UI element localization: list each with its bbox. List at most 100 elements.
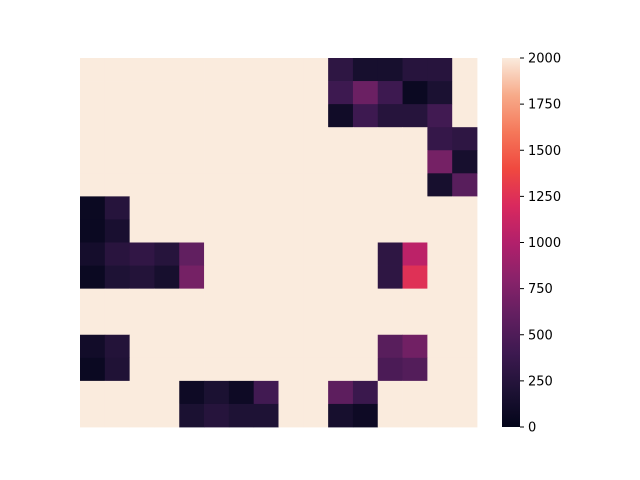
heatmap-cell <box>253 150 279 174</box>
heatmap-cell <box>104 334 131 359</box>
heatmap-cell <box>129 380 155 405</box>
heatmap-cell <box>253 288 279 313</box>
heatmap-cell <box>278 288 304 313</box>
heatmap-cell <box>427 81 453 105</box>
heatmap-cell <box>427 242 453 266</box>
heatmap-cell <box>104 196 131 220</box>
heatmap-cell <box>129 150 155 174</box>
heatmap-cell <box>328 265 354 290</box>
heatmap-cell <box>352 311 379 336</box>
heatmap-cell <box>352 219 379 243</box>
heatmap-cell <box>80 58 106 82</box>
colorbar-tick-label: 1000 <box>528 236 561 251</box>
heatmap-cell <box>303 403 329 428</box>
heatmap-cell <box>303 150 329 174</box>
heatmap-cell <box>228 357 255 382</box>
heatmap-cell <box>154 81 180 105</box>
heatmap-cell <box>377 219 403 243</box>
colorbar: 0 250 500 750 1000 1250 1500 1750 2000 <box>502 52 561 436</box>
heatmap-cell <box>204 288 230 313</box>
heatmap-cell <box>452 242 478 266</box>
heatmap-cell <box>427 150 453 174</box>
heatmap-cell <box>427 173 453 197</box>
heatmap-cell <box>204 104 230 128</box>
heatmap-cell <box>104 288 131 313</box>
heatmap-cell <box>204 173 230 197</box>
heatmap-cell <box>303 219 329 243</box>
heatmap-cell <box>278 334 304 359</box>
colorbar-tick-label: 1750 <box>528 98 561 113</box>
heatmap-cell <box>80 288 106 313</box>
heatmap-cell <box>179 58 205 82</box>
colorbar-tick-label: 500 <box>528 328 553 343</box>
heatmap-cell <box>278 150 304 174</box>
heatmap-cell <box>402 357 428 382</box>
heatmap-cell <box>80 380 106 405</box>
heatmap-cell <box>452 311 478 336</box>
heatmap-cell <box>328 219 354 243</box>
heatmap-cell <box>253 173 279 197</box>
heatmap-cell <box>402 334 428 359</box>
heatmap-cell <box>154 242 180 266</box>
heatmap-cell <box>253 196 279 220</box>
heatmap-cell <box>129 196 155 220</box>
heatmap-cell <box>129 58 155 82</box>
heatmap-cell <box>328 334 354 359</box>
heatmap-cell <box>179 380 205 405</box>
heatmap-cell <box>377 173 403 197</box>
heatmap-cell <box>328 357 354 382</box>
heatmap-cell <box>80 357 106 382</box>
heatmap-cell <box>352 265 379 290</box>
heatmap-cell <box>204 311 230 336</box>
heatmap-cell <box>377 311 403 336</box>
heatmap-cell <box>303 58 329 82</box>
heatmap-cell <box>179 81 205 105</box>
heatmap-cell <box>278 242 304 266</box>
colorbar-tick-label: 1500 <box>528 144 561 159</box>
heatmap-cell <box>104 242 131 266</box>
heatmap-cell <box>377 288 403 313</box>
heatmap-cell <box>228 288 255 313</box>
heatmap-cell <box>228 242 255 266</box>
colorbar-tick-label: 1250 <box>528 190 561 205</box>
heatmap-cell <box>303 265 329 290</box>
heatmap-cell <box>452 104 478 128</box>
heatmap-cell <box>303 288 329 313</box>
heatmap-cell <box>179 219 205 243</box>
heatmap-cell <box>377 104 403 128</box>
heatmap-cell <box>154 311 180 336</box>
heatmap-cell <box>303 127 329 151</box>
heatmap-cell <box>452 265 478 290</box>
heatmap-cell <box>104 380 131 405</box>
heatmap-cell <box>104 81 131 105</box>
heatmap-cell <box>328 81 354 105</box>
heatmap-cell <box>278 403 304 428</box>
heatmap-cell <box>352 127 379 151</box>
colorbar-tick-label: 750 <box>528 282 553 297</box>
heatmap-cell <box>303 242 329 266</box>
heatmap-cell <box>154 104 180 128</box>
heatmap-cell <box>80 311 106 336</box>
heatmap-cell <box>179 265 205 290</box>
heatmap-cell <box>228 81 255 105</box>
heatmap-cell <box>228 150 255 174</box>
heatmap-cell <box>104 127 131 151</box>
heatmap-cell <box>204 403 230 428</box>
heatmap-cell <box>452 288 478 313</box>
heatmap-cell <box>427 311 453 336</box>
heatmap-cell <box>179 357 205 382</box>
heatmap-cell <box>328 127 354 151</box>
heatmap-cell <box>179 288 205 313</box>
heatmap-cell <box>377 403 403 428</box>
heatmap-cell <box>179 127 205 151</box>
heatmap-cell <box>402 150 428 174</box>
heatmap-cell <box>129 311 155 336</box>
heatmap-cell <box>278 265 304 290</box>
heatmap-cell <box>303 334 329 359</box>
heatmap-cell <box>352 173 379 197</box>
heatmap-cell <box>154 357 180 382</box>
heatmap-cell <box>452 219 478 243</box>
heatmap-cell <box>253 219 279 243</box>
heatmap-cell <box>402 173 428 197</box>
heatmap-cell <box>179 334 205 359</box>
